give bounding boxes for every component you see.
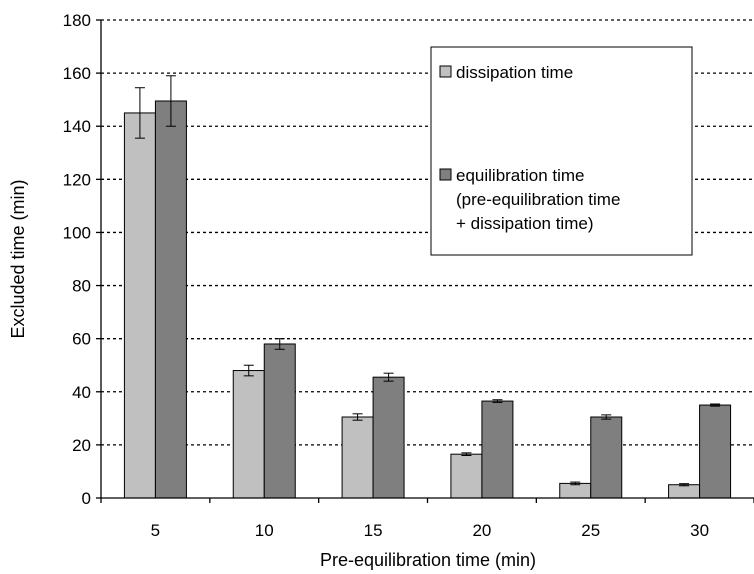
bar-dissipation-30 bbox=[668, 484, 701, 499]
error-bar bbox=[134, 87, 145, 139]
bar-dissipation-20 bbox=[450, 453, 483, 499]
legend-swatch-dissipation bbox=[439, 65, 452, 78]
bar-dissipation-5 bbox=[123, 112, 156, 499]
x-axis-title: Pre-equilibration time (min) bbox=[320, 550, 536, 570]
y-tick-label: 120 bbox=[63, 170, 91, 189]
y-axis-title: Excluded time (min) bbox=[8, 179, 28, 338]
x-tick-labels: 5 10 15 20 25 30 bbox=[100, 498, 754, 540]
legend-label-equilibration-line1: equilibration time bbox=[456, 166, 585, 185]
y-tick-label: 160 bbox=[63, 64, 91, 83]
bar-equilibration-25 bbox=[590, 416, 623, 499]
error-bar bbox=[570, 481, 581, 486]
gridlines bbox=[101, 19, 754, 446]
error-bar bbox=[352, 413, 363, 421]
error-bar bbox=[710, 403, 721, 407]
y-tick-label: 80 bbox=[72, 277, 91, 296]
bar-equilibration-10 bbox=[263, 343, 296, 499]
bar-equilibration-20 bbox=[481, 400, 514, 499]
y-tick-label: 40 bbox=[72, 383, 91, 402]
x-tick-label: 10 bbox=[255, 521, 274, 540]
bar-dissipation-15 bbox=[341, 416, 374, 499]
x-tick-label: 5 bbox=[151, 521, 160, 540]
legend: dissipation time equilibration time (pre… bbox=[430, 46, 693, 256]
y-tick-label: 140 bbox=[63, 117, 91, 136]
y-tick-label: 60 bbox=[72, 330, 91, 349]
bar-equilibration-30 bbox=[699, 404, 732, 499]
y-tick-label: 180 bbox=[63, 11, 91, 30]
x-tick-label: 15 bbox=[364, 521, 383, 540]
error-bar bbox=[274, 338, 285, 350]
error-bars bbox=[134, 75, 721, 487]
error-bar bbox=[492, 399, 503, 403]
bar-dissipation-25 bbox=[559, 482, 592, 499]
bar-equilibration-5 bbox=[154, 100, 187, 499]
bar-dissipation-10 bbox=[232, 370, 265, 499]
legend-box bbox=[430, 46, 693, 256]
y-tick-label: 0 bbox=[82, 489, 91, 508]
legend-label-dissipation: dissipation time bbox=[456, 63, 573, 82]
legend-label-equilibration-line2: (pre-equilibration time bbox=[456, 190, 620, 209]
error-bar bbox=[165, 75, 176, 127]
y-tick-label: 100 bbox=[63, 223, 91, 242]
error-bar bbox=[601, 414, 612, 420]
legend-swatch-equilibration bbox=[439, 168, 452, 181]
x-tick-label: 30 bbox=[690, 521, 709, 540]
error-bar bbox=[383, 372, 394, 382]
x-tick-label: 25 bbox=[581, 521, 600, 540]
x-tick-label: 20 bbox=[472, 521, 491, 540]
error-bar bbox=[679, 483, 690, 487]
y-tick-labels: 0 20 40 60 80 100 120 140 160 180 bbox=[63, 11, 101, 508]
error-bar bbox=[243, 364, 254, 377]
legend-label-equilibration-line3: + dissipation time) bbox=[456, 214, 593, 233]
error-bar bbox=[461, 452, 472, 457]
y-tick-label: 20 bbox=[72, 436, 91, 455]
bar-equilibration-15 bbox=[372, 376, 405, 499]
